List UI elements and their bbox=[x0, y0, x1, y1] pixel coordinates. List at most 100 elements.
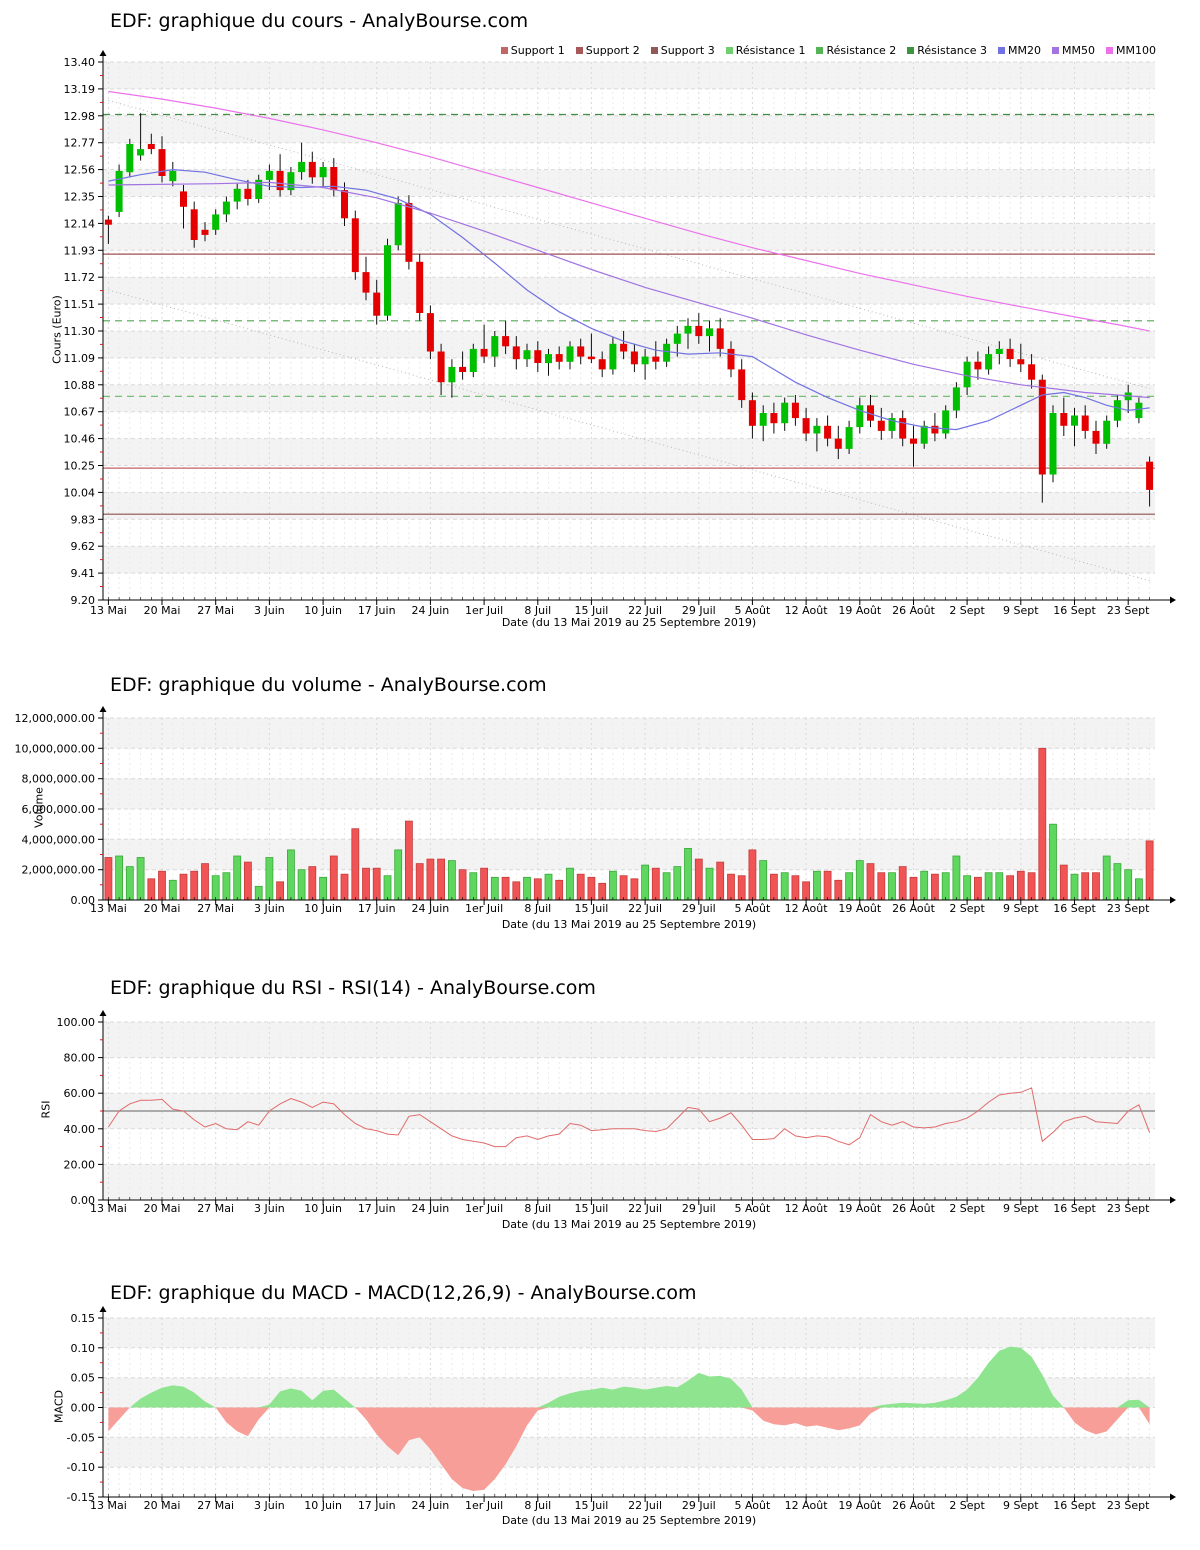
legend-swatch bbox=[500, 47, 508, 54]
svg-text:22 Juil: 22 Juil bbox=[628, 902, 662, 915]
svg-text:40.00: 40.00 bbox=[64, 1123, 96, 1136]
macd-area bbox=[108, 1346, 1150, 1491]
svg-text:11.51: 11.51 bbox=[64, 298, 96, 311]
svg-text:11.93: 11.93 bbox=[64, 244, 96, 257]
macd-chart-title: EDF: graphique du MACD - MACD(12,26,9) -… bbox=[110, 1282, 697, 1304]
svg-text:10.88: 10.88 bbox=[64, 379, 96, 392]
svg-text:20 Mai: 20 Mai bbox=[144, 902, 181, 915]
svg-text:8 Juil: 8 Juil bbox=[524, 1499, 551, 1512]
macd-x-axis-caption: Date (du 13 Mai 2019 au 25 Septembre 201… bbox=[501, 1514, 757, 1527]
legend-label: MM100 bbox=[1116, 44, 1156, 57]
svg-text:10.25: 10.25 bbox=[64, 460, 96, 473]
svg-text:19 Août: 19 Août bbox=[838, 1499, 882, 1512]
svg-text:20 Mai: 20 Mai bbox=[144, 604, 181, 617]
plot-stripes bbox=[103, 718, 1155, 870]
legend-item: Résistance 2 bbox=[816, 44, 896, 57]
svg-text:-0.05: -0.05 bbox=[67, 1431, 95, 1444]
svg-text:23 Sept: 23 Sept bbox=[1107, 1202, 1150, 1215]
legend-item: Support 1 bbox=[500, 44, 565, 57]
svg-text:1er Juil: 1er Juil bbox=[465, 1202, 503, 1215]
svg-text:0.00: 0.00 bbox=[71, 894, 96, 907]
svg-text:24 Juin: 24 Juin bbox=[412, 902, 450, 915]
svg-text:0.15: 0.15 bbox=[71, 1312, 96, 1325]
legend-item: MM100 bbox=[1106, 44, 1156, 57]
svg-text:24 Juin: 24 Juin bbox=[412, 1202, 450, 1215]
svg-text:22 Juil: 22 Juil bbox=[628, 604, 662, 617]
svg-text:-0.10: -0.10 bbox=[67, 1461, 95, 1474]
legend-swatch bbox=[650, 47, 658, 54]
svg-text:4,000,000.00: 4,000,000.00 bbox=[22, 833, 95, 846]
svg-text:0.00: 0.00 bbox=[71, 1194, 96, 1207]
svg-text:17 Juin: 17 Juin bbox=[358, 1202, 396, 1215]
svg-text:0.00: 0.00 bbox=[71, 1402, 96, 1415]
svg-text:23 Sept: 23 Sept bbox=[1107, 604, 1150, 617]
svg-text:20 Mai: 20 Mai bbox=[144, 1202, 181, 1215]
svg-text:12.77: 12.77 bbox=[64, 137, 96, 150]
legend-label: Résistance 2 bbox=[826, 44, 897, 57]
svg-text:27 Mai: 27 Mai bbox=[197, 902, 234, 915]
legend-swatch bbox=[816, 47, 824, 54]
svg-text:16 Sept: 16 Sept bbox=[1053, 604, 1096, 617]
svg-text:15 Juil: 15 Juil bbox=[574, 1202, 608, 1215]
legend-item: MM20 bbox=[998, 44, 1041, 57]
legend-item: Résistance 1 bbox=[725, 44, 806, 57]
legend-label: Support 3 bbox=[660, 44, 715, 57]
svg-text:15 Juil: 15 Juil bbox=[574, 604, 608, 617]
svg-text:10 Juin: 10 Juin bbox=[304, 604, 342, 617]
svg-text:13 Mai: 13 Mai bbox=[90, 1202, 127, 1215]
svg-text:80.00: 80.00 bbox=[64, 1052, 96, 1065]
axes: 12,000,000.00 10,000,000.00 8,000,000.00 6,… bbox=[15, 706, 1176, 915]
svg-text:0.10: 0.10 bbox=[71, 1342, 96, 1355]
volume-chart-title: EDF: graphique du volume - AnalyBourse.c… bbox=[110, 674, 547, 696]
svg-text:12 Août: 12 Août bbox=[785, 1499, 829, 1512]
svg-text:19 Août: 19 Août bbox=[838, 604, 882, 617]
svg-text:100.00: 100.00 bbox=[57, 1016, 96, 1029]
svg-text:10 Juin: 10 Juin bbox=[304, 1202, 342, 1215]
svg-text:13.40: 13.40 bbox=[64, 56, 96, 69]
svg-text:15 Juil: 15 Juil bbox=[574, 1499, 608, 1512]
svg-text:1er Juil: 1er Juil bbox=[465, 902, 503, 915]
svg-text:19 Août: 19 Août bbox=[838, 902, 882, 915]
svg-text:1er Juil: 1er Juil bbox=[465, 604, 503, 617]
svg-text:16 Sept: 16 Sept bbox=[1053, 1202, 1096, 1215]
svg-text:20.00: 20.00 bbox=[64, 1158, 96, 1171]
svg-text:13 Mai: 13 Mai bbox=[90, 902, 127, 915]
legend-item: Résistance 3 bbox=[907, 44, 987, 57]
svg-text:29 Juil: 29 Juil bbox=[682, 902, 716, 915]
legend-item: MM50 bbox=[1052, 44, 1095, 57]
svg-text:2 Sept: 2 Sept bbox=[949, 1499, 985, 1512]
svg-text:11.30: 11.30 bbox=[64, 325, 96, 338]
svg-text:9 Sept: 9 Sept bbox=[1003, 902, 1039, 915]
svg-text:11.09: 11.09 bbox=[64, 352, 96, 365]
svg-text:9.20: 9.20 bbox=[71, 594, 96, 607]
svg-text:3 Juin: 3 Juin bbox=[254, 604, 285, 617]
legend-item: Support 2 bbox=[575, 44, 640, 57]
svg-text:19 Août: 19 Août bbox=[838, 1202, 882, 1215]
legend-swatch bbox=[907, 47, 915, 54]
svg-text:23 Sept: 23 Sept bbox=[1107, 1499, 1150, 1512]
legend-swatch bbox=[998, 47, 1006, 54]
svg-text:26 Août: 26 Août bbox=[892, 1202, 936, 1215]
svg-text:10,000,000.00: 10,000,000.00 bbox=[15, 742, 95, 755]
svg-text:13.19: 13.19 bbox=[64, 83, 96, 96]
volume-bars bbox=[104, 747, 1154, 901]
price-plot: 13.40 13.19 12.98 12.77 12.56 12.35 12.14 11.93… bbox=[64, 50, 1176, 617]
svg-text:3 Juin: 3 Juin bbox=[254, 1202, 285, 1215]
svg-text:12 Août: 12 Août bbox=[785, 1202, 829, 1215]
svg-text:13 Mai: 13 Mai bbox=[90, 604, 127, 617]
legend-label: Support 1 bbox=[510, 44, 565, 57]
legend-label: Résistance 1 bbox=[735, 44, 806, 57]
svg-text:9.62: 9.62 bbox=[71, 540, 96, 553]
legend-swatch bbox=[1106, 47, 1114, 54]
svg-text:10.67: 10.67 bbox=[64, 406, 96, 419]
svg-text:3 Juin: 3 Juin bbox=[254, 902, 285, 915]
svg-text:5 Août: 5 Août bbox=[734, 1499, 771, 1512]
svg-text:27 Mai: 27 Mai bbox=[197, 1499, 234, 1512]
svg-text:10 Juin: 10 Juin bbox=[304, 902, 342, 915]
svg-text:12.35: 12.35 bbox=[64, 191, 96, 204]
svg-text:29 Juil: 29 Juil bbox=[682, 1499, 716, 1512]
svg-text:5 Août: 5 Août bbox=[734, 604, 771, 617]
svg-text:2 Sept: 2 Sept bbox=[949, 604, 985, 617]
rsi-chart-title: EDF: graphique du RSI - RSI(14) - AnalyB… bbox=[110, 977, 596, 999]
svg-text:16 Sept: 16 Sept bbox=[1053, 1499, 1096, 1512]
